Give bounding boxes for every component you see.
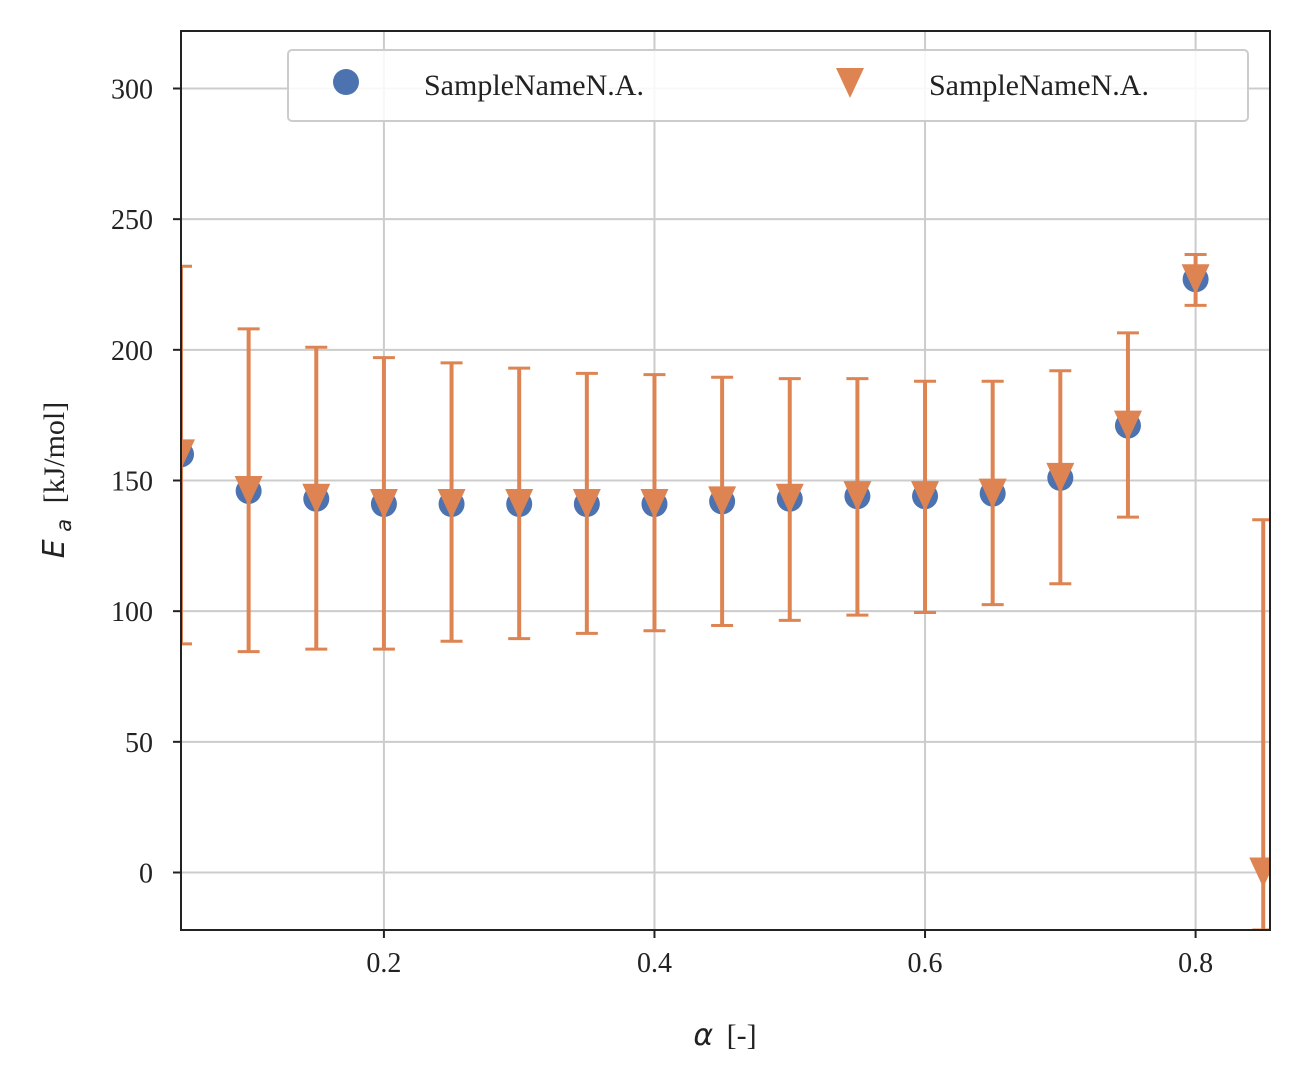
legend: SampleNameN.A. SampleNameN.A. <box>287 49 1249 122</box>
triangle-point <box>369 489 398 520</box>
y-tick-label: 50 <box>125 728 153 759</box>
triangle-point <box>437 489 466 520</box>
legend-label-series-1: SampleNameN.A. <box>424 69 644 102</box>
x-axis-label-symbol: α <box>693 1018 713 1053</box>
y-tick-label: 0 <box>139 859 153 890</box>
y-tick-label: 300 <box>111 74 153 105</box>
y-axis-label: E a [kJ/mol] <box>37 402 78 559</box>
y-tick-label: 100 <box>111 597 153 628</box>
triangle-point <box>911 481 940 512</box>
legend-box <box>287 49 1249 122</box>
ticks: 0.2 0.4 0.6 0.8 0 50 100 150 200 250 300 <box>111 74 1213 979</box>
x-tick-label: 0.8 <box>1178 948 1213 979</box>
x-tick-label: 0.6 <box>908 948 943 979</box>
x-tick-label: 0.2 <box>366 948 401 979</box>
x-tick-label: 0.4 <box>637 948 672 979</box>
triangle-point <box>1113 410 1142 441</box>
y-tick-label: 200 <box>111 336 153 367</box>
series-layer <box>181 252 1270 930</box>
x-axis-label: α [-] <box>693 1018 756 1053</box>
triangle-point <box>708 486 737 517</box>
triangle-point <box>505 489 534 520</box>
triangle-point <box>1046 462 1075 493</box>
legend-marker-circle <box>333 69 359 95</box>
triangle-point <box>572 489 601 520</box>
triangle-point <box>978 478 1007 509</box>
y-tick-label: 150 <box>111 467 153 498</box>
triangle-point <box>640 489 669 520</box>
triangle-point <box>234 475 263 506</box>
x-axis-label-unit: [-] <box>727 1019 757 1052</box>
y-tick-label: 250 <box>111 205 153 236</box>
y-axis-label-unit: [kJ/mol] <box>38 402 71 504</box>
legend-marker-triangle <box>836 68 864 98</box>
triangle-point <box>843 481 872 512</box>
y-axis-label-subscript: a <box>52 519 76 532</box>
triangle-point <box>302 483 331 514</box>
triangle-point <box>181 439 195 470</box>
legend-label-series-2: SampleNameN.A. <box>929 69 1149 102</box>
triangle-point <box>1249 857 1270 888</box>
y-axis-label-symbol: E <box>37 539 72 558</box>
triangle-point <box>1181 264 1210 295</box>
triangle-point <box>775 483 804 514</box>
